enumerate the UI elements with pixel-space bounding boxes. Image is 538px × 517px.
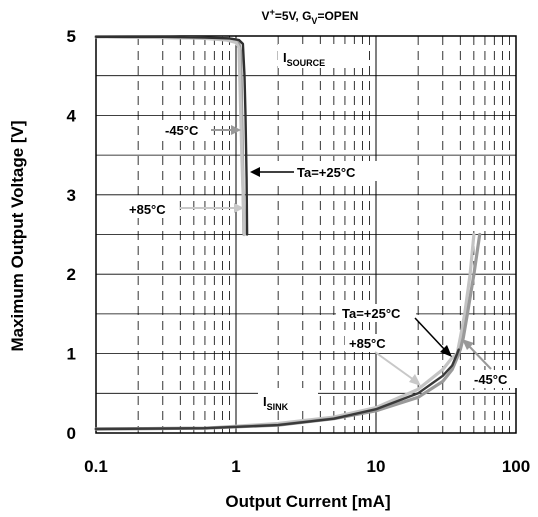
series-layer [94, 35, 482, 431]
plot-frame [95, 35, 517, 434]
y-tick-label: 5 [67, 27, 76, 46]
src-p85-bg [126, 200, 178, 218]
y-axis-title: Maximum Output Voltage [V] [8, 120, 27, 351]
src-p25-arrowhead [250, 167, 260, 177]
sink-p85-label: +85°C [349, 336, 386, 351]
y-tick-label: 0 [67, 424, 76, 443]
x-axis-title: Output Current [mA] [225, 492, 390, 511]
tick-labels: 0.1 1 10 100 0 1 2 3 4 5 [67, 27, 531, 476]
src-p25-bg [262, 161, 382, 181]
sink-m45-arrow [467, 344, 492, 370]
x-tick-label: 100 [502, 457, 530, 476]
src-p85-label: +85°C [129, 202, 166, 217]
isink-label-bg [258, 388, 318, 410]
y-tick-label: 2 [67, 265, 76, 284]
sink-p25-arrow [414, 317, 446, 351]
isource-label-bg [278, 44, 368, 68]
x-tick-label: 0.1 [84, 457, 108, 476]
sink-p85-arrowhead [409, 374, 421, 386]
sink-m45-bg [470, 370, 520, 388]
grid [96, 36, 516, 433]
src-p25-label: Ta=+25°C [297, 165, 356, 180]
isource-label: ISOURCE [283, 50, 325, 68]
y-tick-label: 4 [67, 106, 77, 125]
src-p85-arrowhead [234, 203, 244, 213]
sink-p25-arrowhead [440, 345, 452, 357]
sink-p25-label: Ta=+25°C [342, 306, 401, 321]
src-m45-label: -45°C [165, 123, 199, 138]
sink-m45-arrowhead [462, 339, 474, 350]
sink-p85-bg [345, 334, 397, 352]
src-m45-arrowhead [231, 125, 241, 135]
x-tick-label: 10 [367, 457, 386, 476]
x-tick-label: 1 [231, 457, 240, 476]
sink-p25-bg [336, 304, 416, 322]
src-m45-bg [160, 121, 212, 139]
sink-m45-label: -45°C [474, 372, 508, 387]
series-line-sink-p25C [94, 348, 460, 431]
y-tick-label: 3 [67, 186, 76, 205]
series-line-source-p25C [94, 35, 249, 236]
isink-label: ISINK [263, 394, 289, 412]
y-tick-label: 1 [67, 345, 76, 364]
sink-p85-arrow [374, 351, 415, 381]
annotations: ISOURCE ISINK -45°C Ta=+25°C +85°C Ta=+2… [126, 44, 520, 412]
chart-title: V+=5V, GV=OPEN [262, 7, 359, 26]
